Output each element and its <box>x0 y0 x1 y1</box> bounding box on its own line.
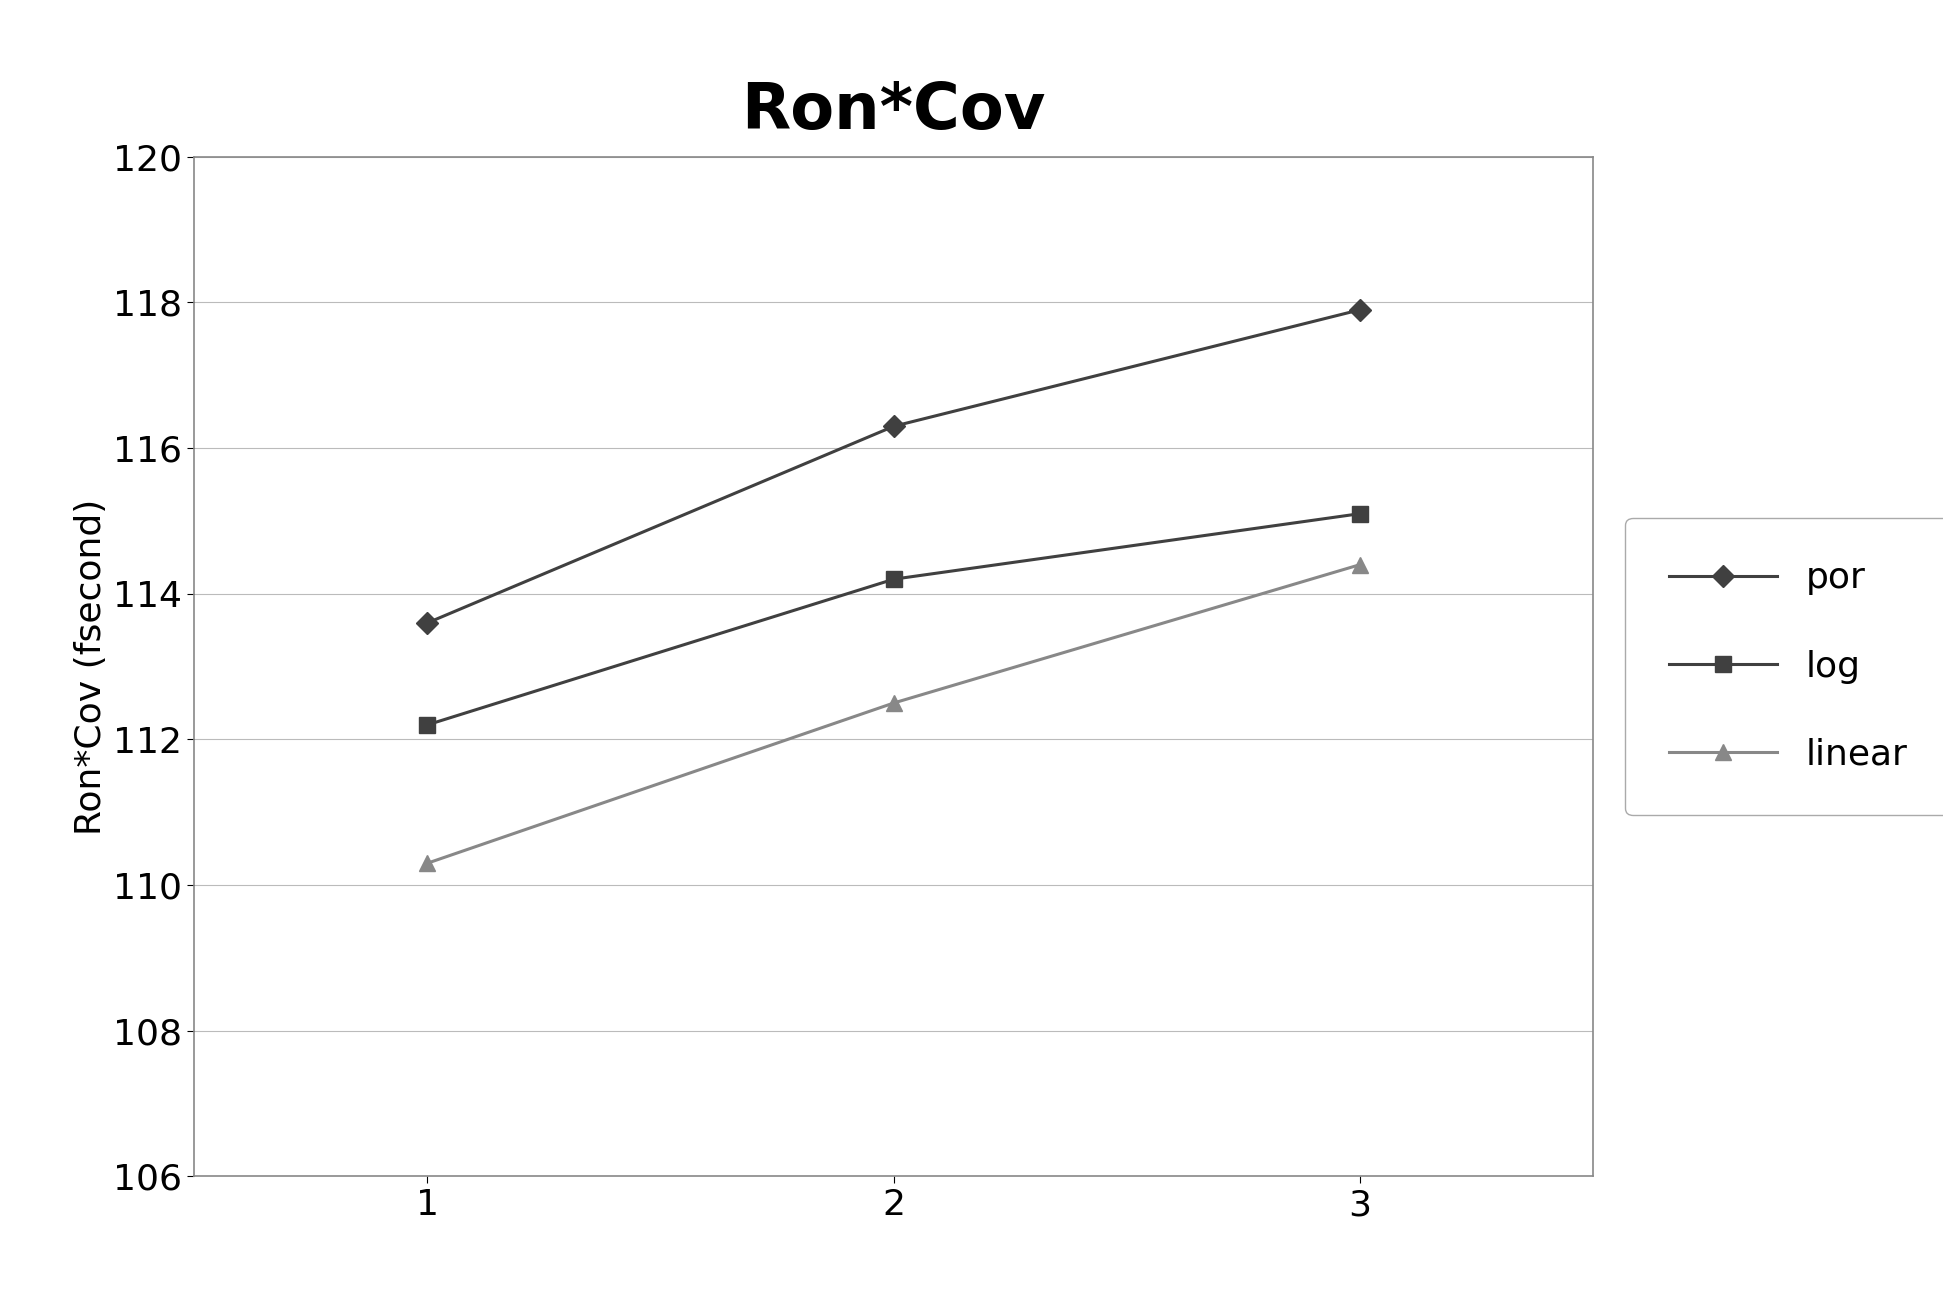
Line: log: log <box>420 506 1368 732</box>
linear <box>882 695 905 711</box>
linear <box>416 855 439 870</box>
log <box>416 718 439 733</box>
por <box>416 616 439 631</box>
log <box>1348 506 1372 521</box>
Title: Ron*Cov: Ron*Cov <box>742 80 1045 142</box>
Line: linear: linear <box>420 557 1368 870</box>
Line: por: por <box>420 302 1368 630</box>
por <box>1348 302 1372 318</box>
linear <box>1348 557 1372 572</box>
log <box>882 571 905 587</box>
Y-axis label: Ron*Cov (fsecond): Ron*Cov (fsecond) <box>74 498 107 835</box>
Legend: por, log, linear: por, log, linear <box>1624 518 1943 816</box>
por <box>882 418 905 434</box>
